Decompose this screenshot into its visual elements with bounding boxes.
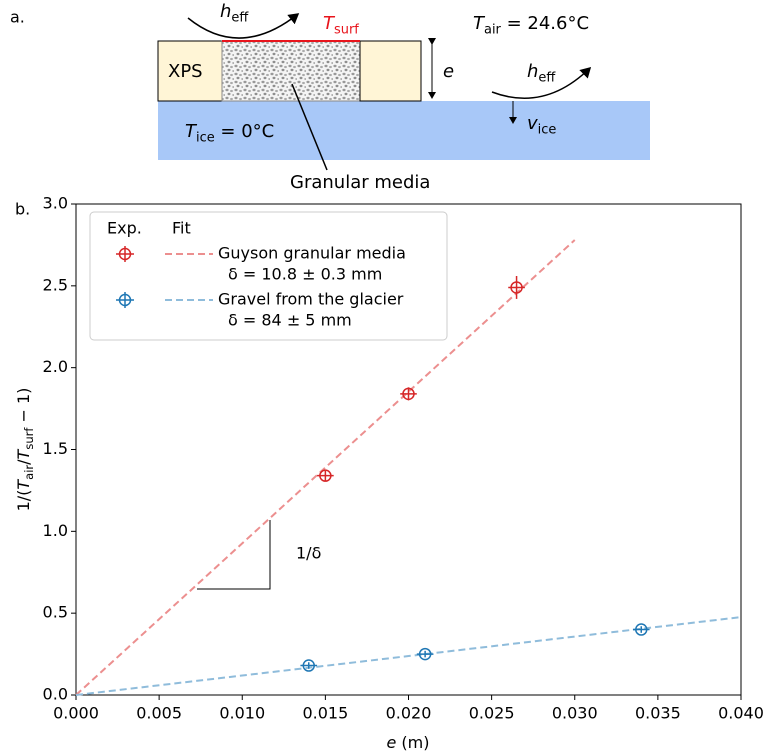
- text-part: T: [14, 448, 33, 459]
- data-point: [635, 623, 648, 636]
- t-surf-label: Tsurf: [323, 13, 359, 37]
- text-part: v: [527, 113, 538, 134]
- chart: 0.000 0.005 0.010 0.015 0.020 0.025 0.030 0.035…: [43, 194, 764, 723]
- fit-line: [75, 616, 742, 696]
- text-part: T: [473, 13, 486, 34]
- granular-label: Granular media: [290, 172, 430, 193]
- text-part: eff: [538, 70, 556, 85]
- text-part: T: [185, 121, 198, 142]
- text-part: Granular media: [290, 172, 430, 193]
- t-ice-label: Tice = 0°C: [185, 121, 274, 145]
- h-eff-label: heff: [220, 1, 249, 25]
- slope-triangle: [197, 520, 271, 590]
- heat-arrow: [491, 66, 592, 99]
- panel-label: b.: [15, 200, 30, 219]
- annotation: 1/δ: [296, 544, 321, 563]
- text-part: air: [484, 22, 502, 37]
- x-tick-label: 0.030: [552, 704, 598, 723]
- y-axis-label: 1/(Tair/Tsurf − 1): [14, 388, 36, 512]
- legend-header: Exp.: [107, 219, 142, 238]
- text-part: eff: [231, 10, 249, 25]
- heat-arrow: [187, 13, 300, 39]
- data-point: [302, 659, 315, 672]
- text-part: T: [14, 479, 33, 490]
- y-tick-label: 2.5: [43, 275, 68, 294]
- y-tick-label: 0.5: [43, 603, 68, 622]
- text-part: 1/(: [14, 490, 33, 512]
- text-part: e: [443, 61, 454, 82]
- v-ice-label: vice: [527, 113, 556, 137]
- text-part: − 1): [14, 388, 33, 428]
- data-point: [418, 647, 432, 661]
- panel-label: a.: [10, 8, 25, 27]
- text-part: (m): [396, 733, 429, 752]
- x-tick-label: 0.005: [136, 704, 182, 723]
- x-tick-label: 0.000: [53, 704, 99, 723]
- legend-fit-label: δ = 84 ± 5 mm: [228, 311, 352, 330]
- x-tick-label: 0.025: [469, 704, 515, 723]
- x-tick-label: 0.035: [635, 704, 681, 723]
- x-axis-label: e (m): [387, 733, 430, 752]
- text-part: h: [527, 61, 538, 82]
- text-part: /: [14, 459, 33, 465]
- xps-block: [359, 40, 422, 102]
- text-part: h: [220, 1, 231, 22]
- legend-label: Gravel from the glacier: [218, 290, 404, 309]
- x-tick-label: 0.010: [219, 704, 265, 723]
- y-tick-label: 0.0: [43, 685, 68, 704]
- y-tick-label: 3.0: [43, 194, 68, 213]
- data-point: [510, 281, 523, 294]
- text-part: ice: [196, 130, 215, 145]
- text-part: XPS: [168, 61, 203, 82]
- x-tick-label: 0.015: [302, 704, 348, 723]
- text-part: air: [21, 465, 35, 480]
- text-part: surf: [21, 427, 35, 450]
- granular-block: [221, 40, 361, 102]
- xps-block: [157, 40, 223, 102]
- legend-marker: [118, 293, 132, 307]
- y-tick-label: 1.0: [43, 521, 68, 540]
- text-part: = 0°C: [215, 121, 275, 142]
- y-tick-label: 1.5: [43, 439, 68, 458]
- data-point: [319, 469, 332, 482]
- ice: [158, 101, 650, 160]
- text-part: surf: [334, 22, 359, 37]
- e-label: e: [443, 61, 454, 82]
- xps-label: XPS: [168, 61, 203, 82]
- text-part: T: [323, 13, 336, 34]
- h-eff-label: heff: [527, 61, 556, 85]
- fit-line: [75, 239, 576, 696]
- text-part: ice: [538, 122, 557, 137]
- legend-marker: [118, 247, 132, 261]
- x-tick-label: 0.040: [718, 704, 764, 723]
- t-air-label: Tair = 24.6°C: [473, 13, 589, 37]
- legend-label: Guyson granular media: [218, 244, 406, 263]
- text-part: = 24.6°C: [501, 13, 589, 34]
- leader-line: [291, 83, 328, 171]
- x-tick-label: 0.020: [386, 704, 432, 723]
- text-part: e: [387, 733, 397, 752]
- legend-fit-label: δ = 10.8 ± 0.3 mm: [228, 265, 382, 284]
- legend-header: Fit: [172, 219, 191, 238]
- legend-box: [89, 211, 448, 341]
- data-point: [402, 387, 415, 401]
- y-tick-label: 2.0: [43, 357, 68, 376]
